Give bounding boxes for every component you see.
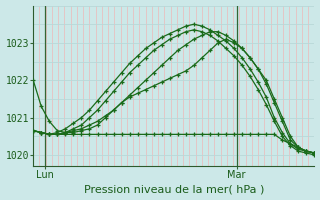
X-axis label: Pression niveau de la mer( hPa ): Pression niveau de la mer( hPa ) bbox=[84, 184, 264, 194]
